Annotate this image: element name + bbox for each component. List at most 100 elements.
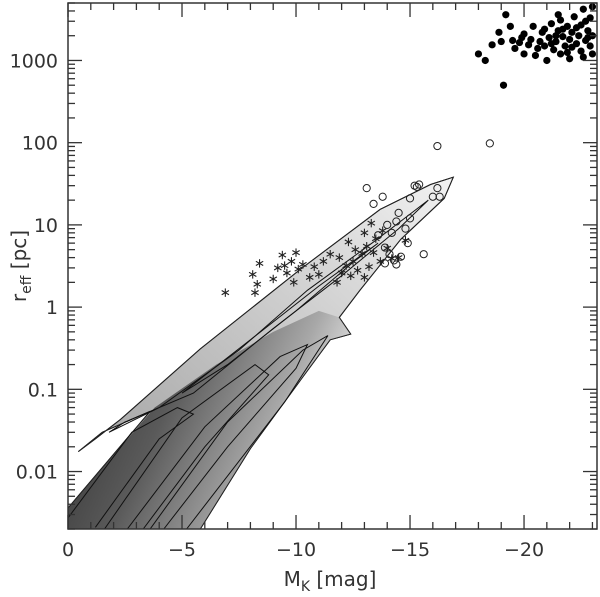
filled-circle-point: [509, 36, 517, 45]
filled-circle-point: [534, 44, 542, 53]
filled-circle-point: [547, 20, 555, 28]
filled-circle-point: [531, 51, 540, 60]
y-tick-labels: 0.01 0.1 1 10 100 1000: [10, 50, 58, 483]
contour-line: [108, 199, 429, 433]
open-circle-point: [415, 180, 424, 189]
filled-circle-point: [543, 56, 551, 65]
filled-circle-point: [586, 42, 594, 50]
open-circle-point: [378, 192, 387, 201]
asterisk-point: [310, 262, 319, 271]
filled-circle-point: [540, 25, 549, 33]
filled-circle-point: [474, 50, 483, 58]
y-tick-label: 1: [46, 297, 58, 319]
asterisk-point: [287, 257, 296, 266]
filled-circle-point: [566, 35, 574, 44]
filled-circle-point: [559, 33, 567, 41]
y-tick-label: 1000: [10, 50, 58, 72]
filled-circle-point: [524, 41, 533, 49]
open-circle-point: [401, 224, 410, 233]
asterisk-point: [369, 248, 378, 257]
contour-line: [68, 407, 195, 528]
y-tick-label: 100: [22, 133, 58, 155]
asterisk-point: [349, 257, 357, 266]
contour-line: [181, 242, 379, 394]
filled-circle-point: [518, 33, 526, 42]
open-circle-point: [374, 231, 383, 240]
filled-circle-point: [566, 55, 574, 63]
plot-frame: [67, 2, 598, 530]
filled-circle-point: [584, 33, 592, 42]
filled-circle-point: [581, 17, 590, 25]
contour-line: [104, 363, 270, 529]
asterisk-point: [351, 245, 360, 254]
x-tick-label: −15: [390, 539, 430, 561]
asterisk-point: [371, 234, 380, 243]
y-axis-label: reff [pc]: [7, 230, 35, 302]
open-circle-point: [380, 259, 390, 268]
open-circle-point: [485, 139, 494, 148]
filled-circle-point: [547, 40, 555, 48]
outer-contour-line: [68, 176, 455, 529]
open-circle-point: [403, 239, 412, 248]
asterisk-point: [273, 263, 282, 273]
filled-circle-point: [495, 28, 503, 36]
y-tick-label: 10: [34, 215, 58, 237]
filled-circle-point: [499, 81, 508, 89]
asterisk-point: [335, 253, 344, 262]
open-circle-point: [392, 260, 401, 269]
x-tick-label: −10: [276, 539, 316, 561]
filled-circle-point: [570, 13, 578, 21]
filled-circle-point: [481, 56, 489, 65]
asterisk-point: [294, 264, 303, 274]
open-circle-point: [380, 243, 390, 252]
filled-circle-point: [588, 50, 597, 58]
filled-circle-point: [568, 28, 576, 36]
asterisk-point: [253, 279, 262, 289]
filled-circle-point: [520, 50, 528, 58]
open-circle-point: [369, 199, 378, 209]
asterisk-point: [269, 274, 278, 284]
asterisk-point: [394, 253, 403, 262]
open-circle-point: [433, 184, 442, 193]
open-circle-point: [387, 228, 396, 237]
filled-circle-point: [584, 27, 592, 35]
asterisk-point: [362, 242, 371, 251]
open-circle-point: [435, 192, 444, 201]
density-map: [68, 176, 455, 529]
data-points: [221, 3, 597, 297]
filled-circle-point: [506, 22, 514, 30]
open-circle-point: [392, 217, 401, 226]
open-circle-point: [405, 214, 415, 223]
filled-circle-point: [545, 33, 553, 42]
filled-circle-point: [572, 24, 581, 32]
asterisk-point: [367, 218, 376, 228]
asterisk-point: [360, 273, 369, 282]
filled-circle-point: [552, 32, 560, 40]
filled-circle-point: [497, 37, 505, 46]
contour-line: [149, 335, 329, 529]
open-circle-point: [405, 194, 415, 203]
asterisk-point: [292, 248, 300, 257]
filled-circle-point: [559, 25, 567, 33]
open-circle-point: [383, 220, 392, 229]
filled-circle-point: [511, 44, 519, 53]
asterisk-point: [251, 288, 259, 297]
filled-circle-point: [579, 5, 587, 13]
asterisk-point: [358, 249, 367, 258]
filled-circle-point: [556, 50, 565, 58]
asterisk-point: [344, 237, 353, 247]
filled-circle-point: [529, 22, 537, 30]
asterisk-point: [319, 257, 328, 266]
filled-circle-point: [536, 37, 544, 46]
filled-circle-point: [577, 47, 585, 55]
asterisk-point: [326, 250, 335, 259]
asterisk-point: [221, 288, 230, 297]
asterisk-point: [278, 250, 287, 260]
asterisk-point: [333, 278, 341, 287]
x-tick-label: 0: [62, 539, 74, 561]
open-circle-point: [433, 141, 442, 151]
asterisk-point: [248, 270, 257, 279]
asterisk-point: [353, 266, 362, 275]
filled-circle-point: [575, 32, 583, 40]
